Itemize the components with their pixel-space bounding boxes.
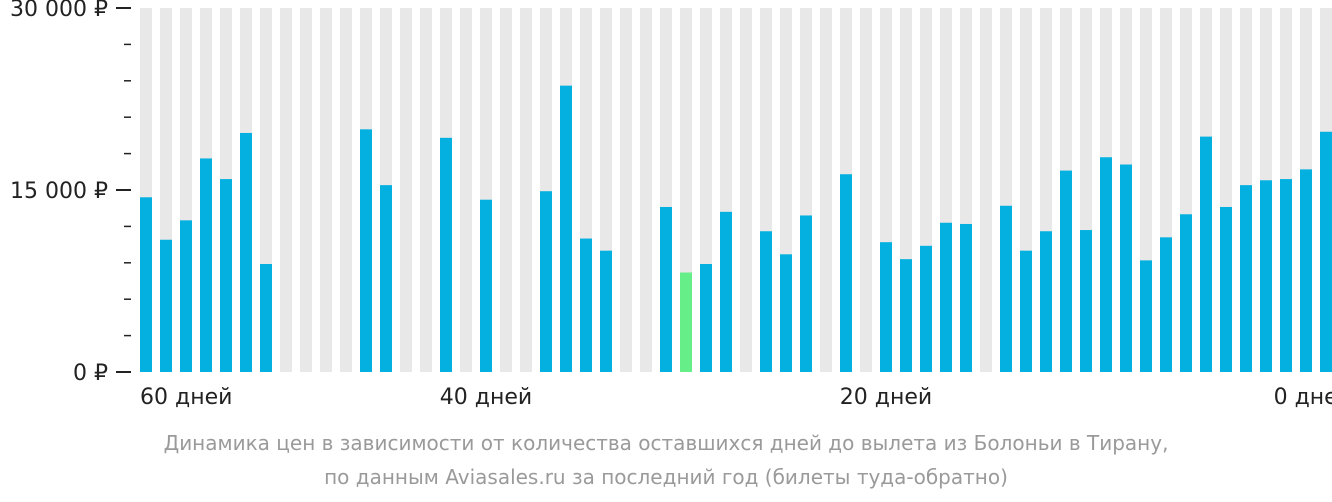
y-tick-label: 30 000 ₽ — [10, 0, 108, 22]
price-bar — [1280, 179, 1292, 372]
price-bar — [1100, 157, 1112, 372]
price-bar — [1120, 164, 1132, 372]
price-bar — [600, 250, 612, 372]
price-bar — [840, 174, 852, 372]
price-bar — [220, 179, 232, 372]
price-bar — [900, 259, 912, 372]
price-bar — [160, 239, 172, 372]
background-column — [420, 8, 432, 372]
price-bar — [660, 206, 672, 372]
background-column — [520, 8, 532, 372]
price-bar — [960, 223, 972, 372]
price-bar — [1020, 250, 1032, 372]
price-dynamics-chart: 30 000 ₽ 15 000 ₽ 0 ₽ 60 дней 40 дней 20 дне… — [10, 0, 1332, 410]
x-tick-label: 0 дней — [1274, 385, 1332, 410]
price-bar — [800, 215, 812, 372]
price-bar — [1060, 170, 1072, 372]
caption-line-2: по данным Aviasales.ru за последний год … — [324, 465, 1008, 489]
y-axis: 30 000 ₽ 15 000 ₽ 0 ₽ — [10, 0, 131, 386]
background-column — [300, 8, 312, 372]
price-bar — [540, 191, 552, 372]
background-columns — [140, 8, 1332, 372]
price-bar — [1160, 237, 1172, 372]
y-tick-label: 15 000 ₽ — [10, 179, 108, 204]
price-bar — [440, 137, 452, 372]
price-bar — [940, 222, 952, 372]
background-column — [820, 8, 832, 372]
price-bar — [360, 129, 372, 372]
background-column — [740, 8, 752, 372]
price-bar — [140, 197, 152, 372]
price-bar — [700, 264, 712, 372]
cheapest-price-bar — [680, 272, 692, 372]
x-axis: 60 дней 40 дней 20 дней 0 дней — [140, 385, 1332, 410]
x-tick-label: 20 дней — [840, 385, 932, 410]
price-bar — [580, 238, 592, 372]
background-column — [500, 8, 512, 372]
background-column — [340, 8, 352, 372]
price-bar — [780, 254, 792, 372]
caption-line-1: Динамика цен в зависимости от количества… — [163, 431, 1169, 455]
background-column — [400, 8, 412, 372]
price-bar — [1080, 230, 1092, 372]
price-bar — [1180, 214, 1192, 372]
background-column — [640, 8, 652, 372]
price-bar — [180, 220, 192, 372]
price-bar — [1000, 205, 1012, 372]
price-bar — [1300, 169, 1312, 372]
price-bar — [920, 245, 932, 372]
price-bar — [480, 199, 492, 372]
price-bar — [380, 185, 392, 372]
price-bar — [1220, 206, 1232, 372]
background-column — [280, 8, 292, 372]
background-column — [620, 8, 632, 372]
price-bar — [880, 242, 892, 372]
x-tick-label: 60 дней — [140, 385, 232, 410]
price-bar — [1260, 180, 1272, 372]
price-bar — [1320, 131, 1332, 372]
background-column — [860, 8, 872, 372]
background-column — [320, 8, 332, 372]
price-bars — [140, 85, 1332, 373]
price-bar — [720, 211, 732, 372]
y-tick-label: 0 ₽ — [73, 361, 108, 386]
price-bar — [560, 85, 572, 373]
price-bar — [240, 132, 252, 372]
background-column — [460, 8, 472, 372]
price-bar — [260, 264, 272, 372]
price-bar — [760, 231, 772, 372]
price-bar — [1240, 185, 1252, 372]
price-bar — [200, 158, 212, 372]
x-tick-label: 40 дней — [440, 385, 532, 410]
price-bar — [1140, 260, 1152, 372]
background-column — [980, 8, 992, 372]
price-bar — [1200, 136, 1212, 372]
price-bar — [1040, 231, 1052, 372]
